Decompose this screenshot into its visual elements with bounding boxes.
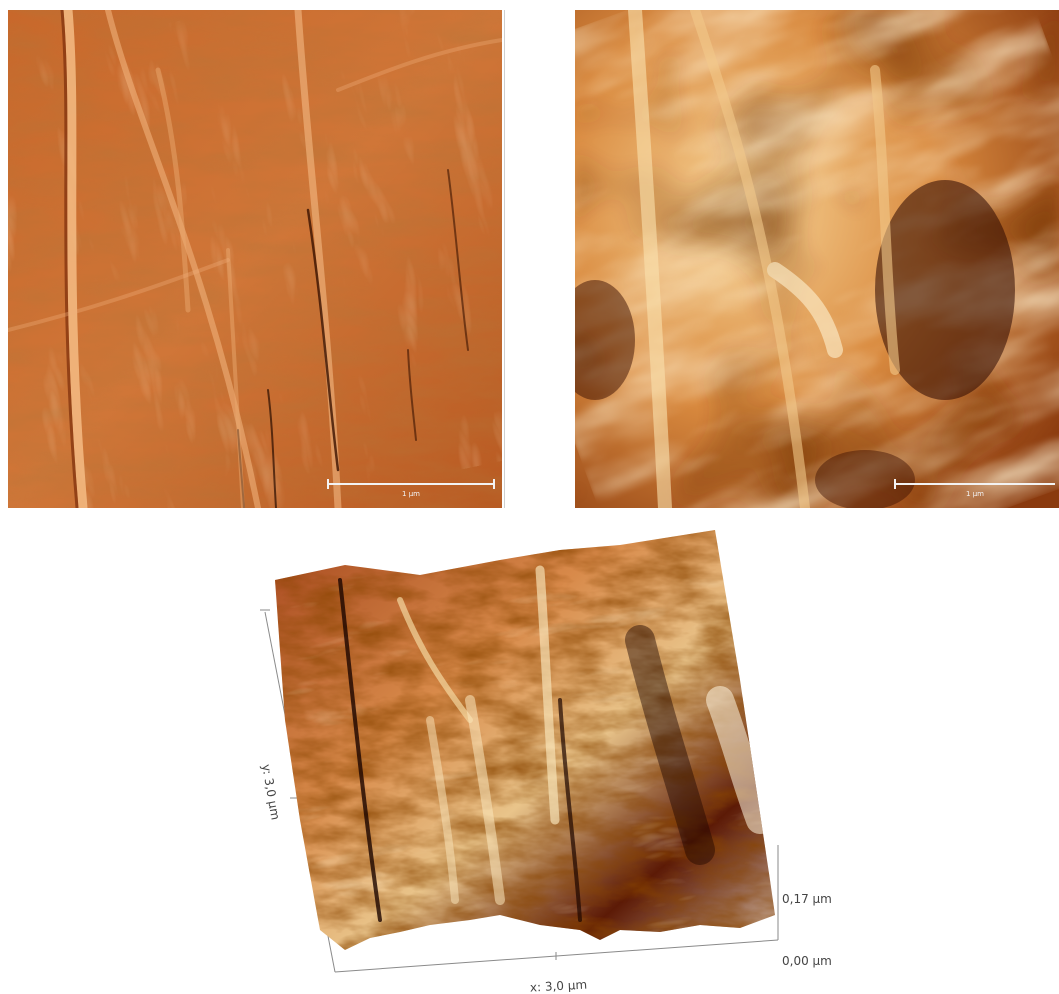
height-texture xyxy=(575,10,1059,508)
scale-bar-label: 1 µm xyxy=(402,490,420,498)
scale-bar-label: 1 µm xyxy=(966,490,984,498)
scale-bar xyxy=(328,483,494,485)
afm-3d-view: y: 3,0 µm x: 3,0 µm 0,17 µm 0,00 µm xyxy=(0,520,1059,994)
scale-bar-right-tick xyxy=(493,479,495,489)
panel-divider xyxy=(504,10,505,508)
scale-bar-left-tick xyxy=(894,479,896,489)
y-axis-label: y: 3,0 µm xyxy=(259,763,283,821)
z-top-label: 0,17 µm xyxy=(782,892,832,906)
amplitude-texture xyxy=(8,10,502,508)
scale-bar-left-tick xyxy=(327,479,329,489)
afm-height-image: 1 µm xyxy=(575,10,1059,508)
z-bottom-label: 0,00 µm xyxy=(782,954,832,968)
x-axis-label: x: 3,0 µm xyxy=(530,978,588,994)
3d-surface xyxy=(275,530,775,950)
scale-bar xyxy=(895,483,1055,485)
afm-amplitude-image: 1 µm xyxy=(8,10,502,508)
